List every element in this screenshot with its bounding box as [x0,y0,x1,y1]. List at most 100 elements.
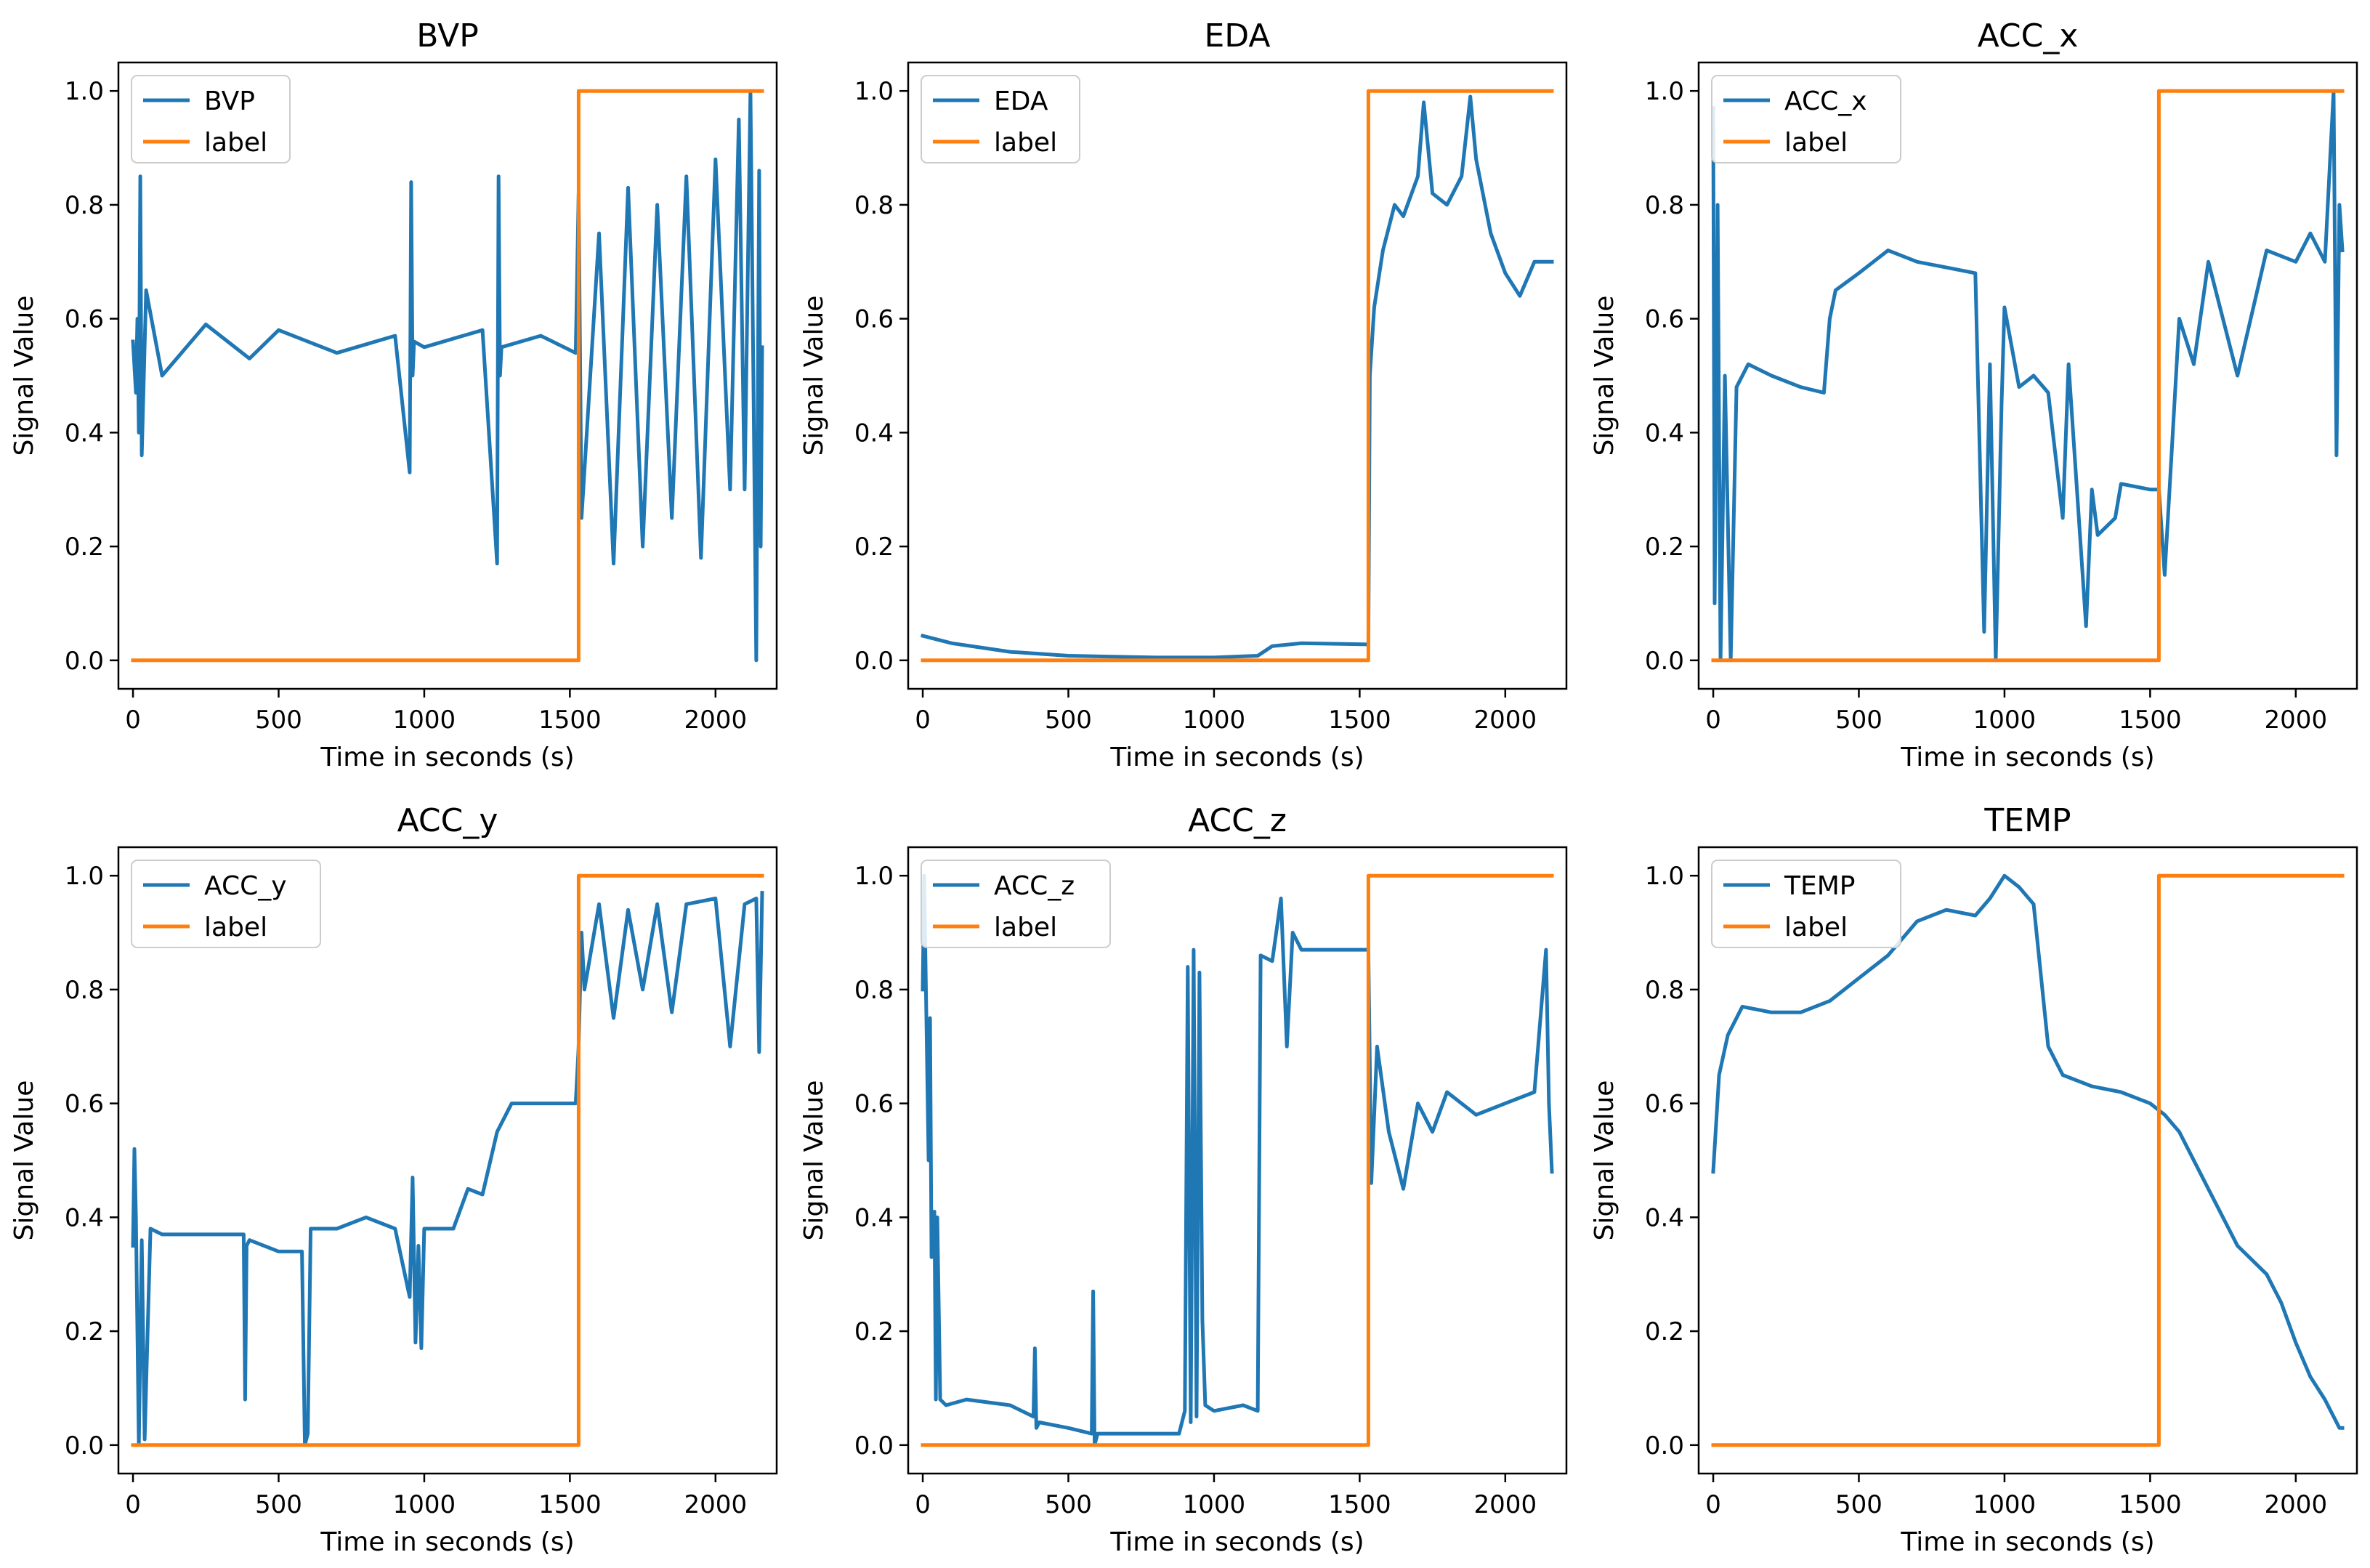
legend-label: TEMP [1784,871,1856,901]
axes-frame [117,61,778,690]
x-tick-label: 0 [915,1490,931,1519]
series-line-acc-x [1711,89,2345,663]
plot-area [1699,847,2357,1474]
x-tick-label: 500 [1835,706,1882,735]
x-tick-label: 0 [1705,706,1721,735]
x-tick-label: 0 [125,1490,141,1519]
y-tick-label: 0.2 [854,533,894,562]
series-line-label [921,89,1554,663]
x-tick-label: 1500 [1328,1490,1391,1519]
x-tick-label: 1000 [1973,706,2037,735]
y-tick-label: 0.6 [65,1090,104,1119]
x-tick-label: 1500 [2119,1490,2182,1519]
y-tick-label: 0.2 [854,1317,894,1346]
subplot-title: ACC_y [397,802,498,839]
y-axis-label: Signal Value [799,296,829,456]
x-tick-label: 2000 [684,706,748,735]
x-axis-label: Time in seconds (s) [320,743,574,772]
y-tick-label: 0.4 [65,419,104,448]
y-tick-label: 1.0 [65,862,104,891]
legend-label: BVP [204,86,255,116]
series-line-acc-y [131,891,764,1447]
subplot-eda: 0 500 1000 1500 2000 0.0 0.2 0.4 0.6 0.8 1.0 EDA Tim… [799,17,1568,772]
plot-area [1699,62,2357,689]
y-tick-label: 0.4 [65,1203,104,1232]
series-group [920,89,1554,663]
y-tick-label: 1.0 [1645,862,1684,891]
series-line-label [921,873,1554,1447]
series-group [1711,873,2345,1447]
y-tick-label: 1.0 [854,77,894,106]
series-line-eda [920,94,1554,660]
x-tick-label: 500 [1045,1490,1092,1519]
y-tick-label: 0.2 [65,1317,104,1346]
series-line-label [131,89,764,663]
y-tick-label: 0.4 [854,1203,894,1232]
series-group [131,89,764,663]
legend-label: EDA [994,86,1048,116]
y-tick-label: 0.0 [1645,647,1684,676]
x-tick-label: 500 [255,1490,302,1519]
x-axis-label: Time in seconds (s) [1109,743,1364,772]
series-line-label [1711,89,2345,663]
y-axis-label: Signal Value [1590,296,1619,456]
series-line-label [131,873,764,1447]
x-tick-label: 2000 [2265,706,2328,735]
x-axis-label: Time in seconds (s) [1900,1527,2154,1557]
y-tick-label: 0.6 [1645,1090,1684,1119]
x-tick-label: 1000 [1973,1490,2037,1519]
x-tick-label: 2000 [684,1490,748,1519]
y-tick-label: 1.0 [1645,77,1684,106]
series-line-temp [1711,873,2345,1430]
x-tick-label: 2000 [2265,1490,2328,1519]
x-tick-label: 500 [255,706,302,735]
series-line-label [1711,873,2345,1447]
subplot-title: BVP [416,17,478,54]
x-tick-label: 0 [1705,1490,1721,1519]
subplot-temp: 0 500 1000 1500 2000 0.0 0.2 0.4 0.6 0.8 1.0 TEMP Ti… [1590,802,2358,1557]
x-tick-label: 1500 [538,1490,602,1519]
subplot-title: TEMP [1983,802,2071,839]
subplot-acc-x: 0 500 1000 1500 2000 0.0 0.2 0.4 0.6 0.8 1.0 ACC_x T… [1590,17,2358,772]
x-axis-label: Time in seconds (s) [1900,743,2154,772]
subplot-title: ACC_x [1978,17,2079,54]
x-tick-label: 1000 [1183,706,1246,735]
y-tick-label: 0.8 [1645,191,1684,220]
plot-area [908,62,1566,689]
y-tick-label: 0.0 [854,647,894,676]
y-tick-label: 0.2 [1645,1317,1684,1346]
subplot-title: EDA [1204,17,1270,54]
subplot-acc-y: 0 500 1000 1500 2000 0.0 0.2 0.4 0.6 0.8 1.0 ACC_y T… [9,802,778,1557]
subplot-bvp: 0 500 1000 1500 2000 0.0 0.2 0.4 0.6 0.8 1.0 BVP Tim… [9,17,778,772]
x-tick-label: 1500 [2119,706,2182,735]
y-tick-label: 0.0 [854,1431,894,1460]
x-axis-label: Time in seconds (s) [1109,1527,1364,1557]
y-tick-label: 1.0 [854,862,894,891]
plot-area [908,847,1566,1474]
y-tick-label: 0.6 [1645,305,1684,334]
y-tick-label: 0.8 [65,191,104,220]
y-tick-label: 1.0 [65,77,104,106]
y-tick-label: 0.8 [1645,976,1684,1005]
y-tick-label: 0.4 [1645,419,1684,448]
legend-label: ACC_y [204,871,287,901]
y-tick-label: 0.0 [1645,1431,1684,1460]
legend-label: label [994,913,1057,942]
x-tick-label: 500 [1835,1490,1882,1519]
axes-frame [907,846,1568,1475]
legend-label: label [204,913,267,942]
y-tick-label: 0.8 [854,976,894,1005]
legend: TEMP label [1711,860,1901,948]
axes-frame [117,846,778,1475]
x-axis-label: Time in seconds (s) [320,1527,574,1557]
x-tick-label: 1000 [1183,1490,1246,1519]
y-tick-label: 0.6 [65,305,104,334]
series-group [1711,89,2345,663]
subplot-acc-z: 0 500 1000 1500 2000 0.0 0.2 0.4 0.6 0.8 1.0 ACC_z T… [799,802,1568,1557]
subplot-title: ACC_z [1188,802,1287,839]
series-line-acc-z [921,873,1554,1447]
legend-label: ACC_x [1784,86,1867,116]
y-tick-label: 0.8 [854,191,894,220]
